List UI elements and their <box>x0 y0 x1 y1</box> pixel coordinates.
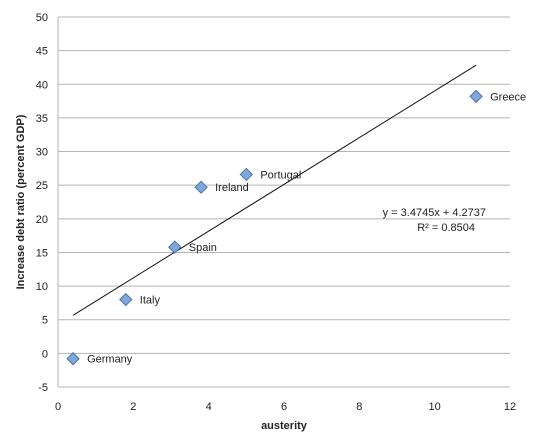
data-point-portugal <box>240 168 252 180</box>
x-tick-label: 6 <box>281 401 287 413</box>
y-tick-label: 50 <box>36 12 48 24</box>
y-axis-title: Increase debt ratio (percent GDP) <box>15 114 27 289</box>
r-squared-label: R² = 0.8504 <box>417 222 475 234</box>
x-tick-label: 4 <box>206 401 212 413</box>
y-tick-label: -5 <box>38 382 48 394</box>
point-label-spain: Spain <box>189 242 217 254</box>
x-tick-label: 8 <box>356 401 362 413</box>
y-tick-label: 0 <box>42 348 48 360</box>
data-point-spain <box>169 241 181 253</box>
y-tick-label: 15 <box>36 247 48 259</box>
trend-equation: y = 3.4745x + 4.2737 <box>383 207 486 219</box>
point-label-ireland: Ireland <box>215 182 249 194</box>
y-tick-labels: -5 0 5 10 15 20 25 30 35 40 45 50 <box>36 12 48 394</box>
data-point-italy <box>120 294 132 306</box>
x-tick-label: 2 <box>130 401 136 413</box>
x-tick-label: 0 <box>55 401 61 413</box>
point-label-greece: Greece <box>490 91 526 103</box>
data-point-greece <box>470 90 482 102</box>
x-tick-label: 10 <box>429 401 441 413</box>
y-tick-label: 5 <box>42 315 48 327</box>
data-point-germany <box>67 353 79 365</box>
trendline <box>73 65 476 315</box>
y-tick-label: 45 <box>36 46 48 58</box>
x-tick-label: 12 <box>504 401 516 413</box>
x-axis-title: austerity <box>261 420 308 432</box>
point-label-portugal: Portugal <box>260 169 301 181</box>
point-label-germany: Germany <box>87 354 133 366</box>
y-tick-label: 25 <box>36 180 48 192</box>
gridlines <box>58 17 510 387</box>
point-label-italy: Italy <box>140 295 161 307</box>
x-tick-labels: 0 2 4 6 8 10 12 <box>55 401 516 413</box>
y-tick-label: 20 <box>36 214 48 226</box>
y-tick-label: 40 <box>36 79 48 91</box>
data-point-ireland <box>195 181 207 193</box>
y-tick-label: 30 <box>36 147 48 159</box>
y-tick-label: 10 <box>36 281 48 293</box>
y-tick-label: 35 <box>36 113 48 125</box>
